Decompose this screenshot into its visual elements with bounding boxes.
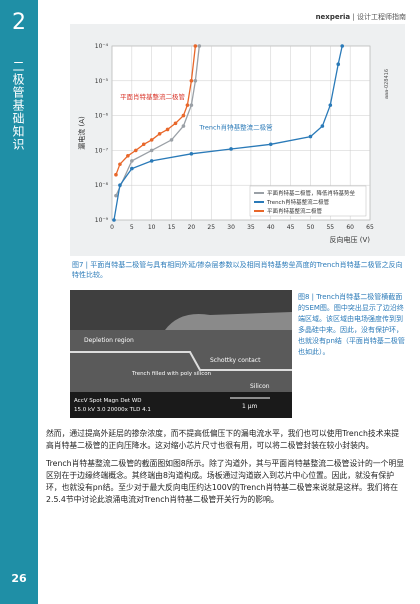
data-point bbox=[149, 159, 154, 163]
data-point bbox=[157, 131, 162, 136]
page-number: 26 bbox=[11, 572, 27, 585]
header: nexperia | 设计工程师指南 bbox=[316, 12, 406, 22]
sem-edge bbox=[70, 351, 292, 371]
series-line bbox=[113, 45, 343, 221]
data-point bbox=[336, 62, 341, 66]
data-point bbox=[134, 148, 138, 153]
sidebar bbox=[0, 0, 38, 604]
data-point bbox=[169, 138, 174, 142]
figure8-caption: 图8 | Trench肖特基二极管横截面的SEM图。图中突出显示了边沿终端区域。… bbox=[298, 293, 405, 356]
x-tick-label: 45 bbox=[287, 224, 295, 231]
separator: | bbox=[352, 13, 355, 21]
x-tick-label: 10 bbox=[148, 224, 156, 231]
data-point bbox=[328, 103, 333, 107]
x-tick-label: 50 bbox=[307, 224, 315, 231]
paragraph: Trench肖特基整流二极管的截面图如图8所示。除了沟道外，其与平面肖特基整流二… bbox=[46, 459, 405, 504]
x-tick-label: 25 bbox=[207, 224, 215, 231]
sem-info: AccV Spot Magn Det WD bbox=[74, 398, 142, 404]
data-point bbox=[181, 113, 186, 118]
legend-label: 平面肖特基二极管，降低肖特基势垒 bbox=[267, 189, 356, 197]
sem-label: Silicon bbox=[250, 383, 270, 390]
data-point bbox=[130, 159, 134, 163]
data-point bbox=[114, 172, 118, 177]
data-point bbox=[165, 127, 170, 132]
data-point bbox=[189, 151, 194, 156]
sem-layer bbox=[165, 312, 292, 330]
data-point bbox=[181, 124, 186, 128]
data-point bbox=[114, 193, 118, 198]
data-point bbox=[189, 103, 194, 107]
data-point bbox=[193, 44, 198, 48]
data-point bbox=[141, 142, 146, 147]
sem-label: Schottky contact bbox=[210, 357, 261, 364]
sem-label: Depletion region bbox=[84, 337, 134, 344]
y-tick-label: 10⁻⁷ bbox=[95, 147, 109, 154]
x-tick-label: 5 bbox=[130, 224, 134, 231]
data-point bbox=[112, 218, 116, 222]
data-point bbox=[149, 148, 154, 153]
legend-label: Trench肖特基整流二极管 bbox=[266, 198, 330, 206]
data-point bbox=[130, 166, 134, 171]
x-tick-label: 15 bbox=[168, 224, 176, 231]
data-point bbox=[118, 183, 122, 187]
chapter-number: 2 bbox=[12, 10, 26, 35]
data-point bbox=[197, 44, 202, 48]
data-point bbox=[185, 103, 190, 107]
data-point bbox=[118, 162, 122, 167]
sem-label: Trench filled with poly silicon bbox=[131, 371, 212, 377]
x-tick-label: 55 bbox=[326, 224, 334, 231]
sem-info: 15.0 kV 3.0 20000x TLD 4.1 bbox=[74, 407, 151, 413]
image-id: aaa-028416 bbox=[384, 69, 390, 99]
data-point bbox=[193, 79, 198, 83]
x-tick-label: 65 bbox=[366, 224, 374, 231]
x-tick-label: 40 bbox=[267, 224, 275, 231]
data-point bbox=[320, 124, 325, 128]
brand: nexperia bbox=[315, 13, 351, 21]
y-tick-label: 10⁻⁸ bbox=[95, 182, 109, 189]
y-tick-label: 10⁻⁹ bbox=[95, 217, 109, 224]
annotation: 平面肖特基整流二极管 bbox=[120, 92, 186, 101]
annotation: Trench肖特基整流二极管 bbox=[198, 122, 273, 131]
series-line bbox=[115, 45, 200, 196]
scale-label: 1 μm bbox=[242, 403, 258, 410]
data-point bbox=[229, 147, 233, 151]
data-point bbox=[268, 142, 273, 147]
x-tick-label: 20 bbox=[188, 224, 196, 231]
guide-title: 设计工程师指南 bbox=[357, 13, 406, 21]
data-point bbox=[189, 79, 194, 83]
data-point bbox=[308, 134, 313, 139]
figure7-caption: 图7 | 平面肖特基二极管与具有相同外延/掺杂层参数以及相同肖特基势垒高度的Tr… bbox=[72, 261, 403, 279]
paragraph: 然而，通过提高外延层的掺杂浓度，而不提高低偏压下的漏电流水平，我们也可以使用Tr… bbox=[46, 429, 400, 450]
legend-label: 平面肖特基整流二极管 bbox=[267, 207, 323, 215]
data-point bbox=[149, 138, 154, 142]
section-title: 二极管基础知识 bbox=[11, 60, 25, 151]
y-axis-label: 漏电流 (A) bbox=[77, 116, 86, 150]
y-tick-label: 10⁻⁴ bbox=[95, 43, 109, 50]
x-tick-label: 30 bbox=[227, 224, 235, 231]
chart: 0 5 10 15 20 25 30 35 40 45 50 55 60 65 10⁻⁴ 10⁻⁵ 10⁻⁶ 10… bbox=[70, 24, 405, 256]
x-tick-label: 60 bbox=[346, 224, 354, 231]
x-tick-label: 35 bbox=[247, 224, 255, 231]
x-tick-label: 0 bbox=[110, 224, 114, 231]
data-point bbox=[340, 44, 345, 48]
y-tick-label: 10⁻⁶ bbox=[95, 113, 109, 120]
x-axis-label: 反向电压 (V) bbox=[330, 235, 371, 244]
body-text: 然而，通过提高外延层的掺杂浓度，而不提高低偏压下的漏电流水平，我们也可以使用Tr… bbox=[46, 428, 406, 512]
data-point bbox=[126, 153, 130, 158]
sem-info-bar bbox=[70, 392, 292, 418]
data-point bbox=[173, 121, 178, 126]
y-tick-label: 10⁻⁵ bbox=[95, 78, 109, 85]
sem-image: Depletion region Trench filled with poly… bbox=[70, 290, 292, 418]
legend bbox=[249, 185, 367, 217]
